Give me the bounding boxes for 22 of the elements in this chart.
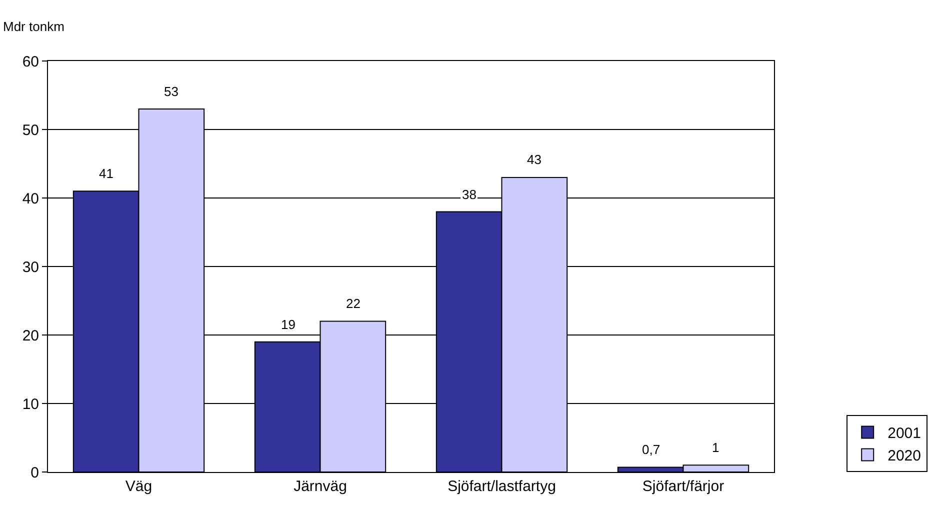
- data-label: 19: [281, 317, 296, 332]
- x-tick-label: Järnväg: [294, 478, 347, 495]
- y-tick-label: 40: [22, 190, 39, 208]
- y-tick-label: 60: [22, 53, 39, 70]
- y-tick-label: 50: [22, 122, 39, 139]
- data-label: 22: [346, 296, 360, 311]
- y-tick-label: 0: [30, 464, 39, 482]
- x-tick-label: Sjöfart/färjor: [642, 478, 724, 495]
- data-label: 0,7: [642, 442, 660, 457]
- y-tick-label: 20: [22, 327, 39, 344]
- x-tick-label: Sjöfart/lastfartyg: [448, 478, 556, 495]
- data-label: 41: [99, 166, 114, 181]
- data-label: 43: [527, 152, 542, 167]
- y-tick-label: 30: [22, 258, 39, 276]
- data-label: 38: [462, 187, 476, 202]
- legend-label: 2001: [888, 425, 921, 442]
- legend-label: 2020: [888, 448, 921, 465]
- x-tick-label: Väg: [125, 478, 152, 495]
- data-label: 53: [164, 84, 178, 99]
- y-tick-label: 10: [22, 396, 39, 413]
- y-axis-title: Mdr tonkm: [3, 19, 64, 34]
- data-label: 1: [712, 440, 720, 455]
